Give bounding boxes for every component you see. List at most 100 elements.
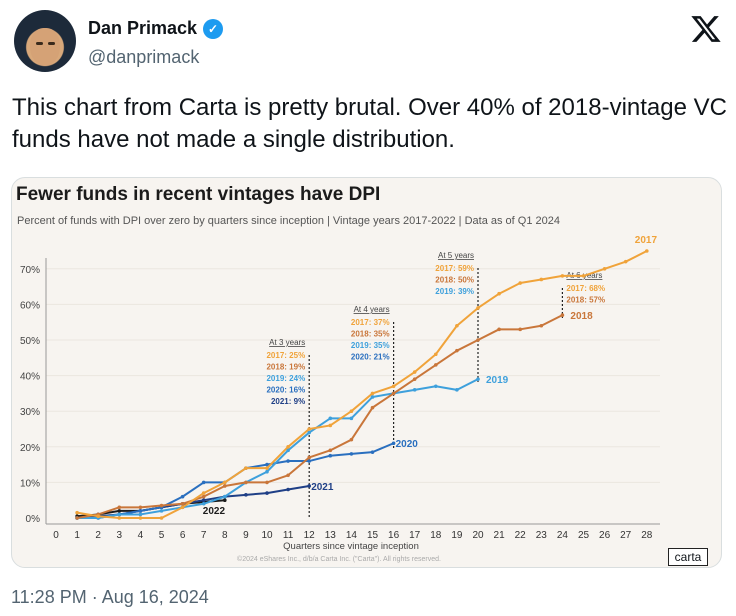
x-tick-label: 12 [304,530,316,541]
y-tick-label: 70% [20,265,40,276]
data-point-2017 [497,291,501,296]
x-tick-label: 9 [243,530,249,541]
data-point-2021 [265,491,269,495]
data-point-2019 [138,512,143,517]
x-tick-label: 17 [409,530,421,541]
x-tick-label: 24 [557,530,569,541]
x-tick-label: 26 [599,530,611,541]
x-tick-label: 11 [283,530,294,541]
tweet-timestamp[interactable]: 11:28 PM · Aug 16, 2024 [11,587,209,607]
data-point-2020 [180,494,185,499]
chart-title: Fewer funds in recent vintages have DPI [16,184,381,205]
series-label-2019: 2019 [486,375,509,386]
y-tick-label: 60% [20,300,40,311]
x-tick-label: 20 [472,530,484,541]
data-point-2019 [476,377,480,381]
annotation-value: 2020: 21% [351,353,390,362]
data-point-2017 [560,274,565,278]
data-point-2018 [391,391,396,396]
x-tick-label: 6 [180,530,186,541]
annotation-value: 2018: 35% [351,330,390,339]
verified-badge-icon: ✓ [203,18,224,39]
data-point-2018 [75,516,79,520]
data-point-2018 [138,505,143,510]
annotation-value: 2019: 39% [435,287,474,296]
carta-logo: carta [668,548,708,566]
annotation-heading: At 5 years [438,251,474,260]
x-tick-label: 4 [138,530,144,541]
x-tick-label: 19 [451,530,463,541]
data-point-2017 [307,427,312,431]
x-logo-icon[interactable] [690,13,722,45]
data-point-2018 [349,437,354,442]
copyright-notice: ©2024 eShares Inc., d/b/a Carta Inc. ("C… [237,555,441,563]
avatar-eye [36,42,43,45]
chart-card[interactable] [11,177,722,568]
data-point-2019 [370,395,375,399]
data-point-2022 [223,498,227,503]
data-point-2018 [370,405,375,410]
series-line-2019 [77,378,479,519]
data-point-2018 [497,327,501,332]
data-point-2020 [286,459,290,463]
data-point-2019 [265,469,269,474]
data-point-2020 [370,450,375,454]
data-point-2018 [180,501,185,506]
series-label-2017: 2017 [635,235,658,246]
data-point-2017 [328,423,333,428]
data-point-2018 [223,484,227,488]
data-point-2018 [307,455,312,460]
x-tick-label: 27 [620,530,632,541]
x-tick-label: 2 [95,530,101,541]
x-tick-label: 21 [494,530,506,541]
annotation-heading: At 4 years [354,305,390,314]
series-label-2021: 2021 [311,482,334,493]
avatar[interactable] [14,10,76,72]
author-handle[interactable]: @danprimack [88,47,200,67]
data-point-2019 [159,509,164,513]
data-point-2017 [180,505,185,510]
data-point-2017 [434,352,438,357]
data-point-2017 [96,514,100,519]
x-tick-label: 7 [201,530,207,541]
data-point-2020 [265,462,269,467]
data-point-2021 [201,498,206,503]
data-point-2018 [539,323,544,328]
data-point-2019 [412,388,417,392]
x-tick-label: 3 [117,530,123,541]
x-tick-label: 10 [261,530,273,541]
data-point-2018 [117,505,122,510]
annotation-heading: At 3 years [269,338,305,347]
data-point-2018 [265,480,269,485]
x-tick-label: 8 [222,530,228,541]
annotation-value: 2017: 25% [266,351,305,360]
data-point-2017 [265,466,269,470]
annotation-value: 2018: 50% [435,276,474,285]
annotation-value: 2020: 16% [266,386,305,395]
data-point-2017 [602,267,607,271]
data-point-2017 [117,516,122,520]
data-point-2018 [286,473,290,478]
data-point-2021 [244,493,248,497]
data-point-2017 [391,384,396,389]
annotation-value: 2018: 19% [266,363,305,372]
data-point-2018 [244,480,248,485]
data-point-2018 [328,448,333,453]
x-tick-label: 5 [159,530,165,541]
x-tick-label: 28 [641,530,653,541]
data-point-2020 [138,509,143,513]
annotation-value: 2018: 57% [566,296,605,305]
data-point-2020 [349,452,354,456]
author-name[interactable]: Dan Primack ✓ [88,18,224,39]
chart-subtitle: Percent of funds with DPI over zero by q… [17,215,560,227]
data-point-2018 [455,348,459,353]
x-axis-title: Quarters since vintage inception [283,541,419,552]
data-point-2017 [539,277,544,282]
data-point-2017 [412,370,417,374]
annotation-value: 2019: 24% [266,374,305,383]
avatar-face [30,28,60,66]
y-tick-label: 40% [20,372,40,383]
x-tick-label: 16 [388,530,400,541]
data-point-2020 [201,480,206,485]
